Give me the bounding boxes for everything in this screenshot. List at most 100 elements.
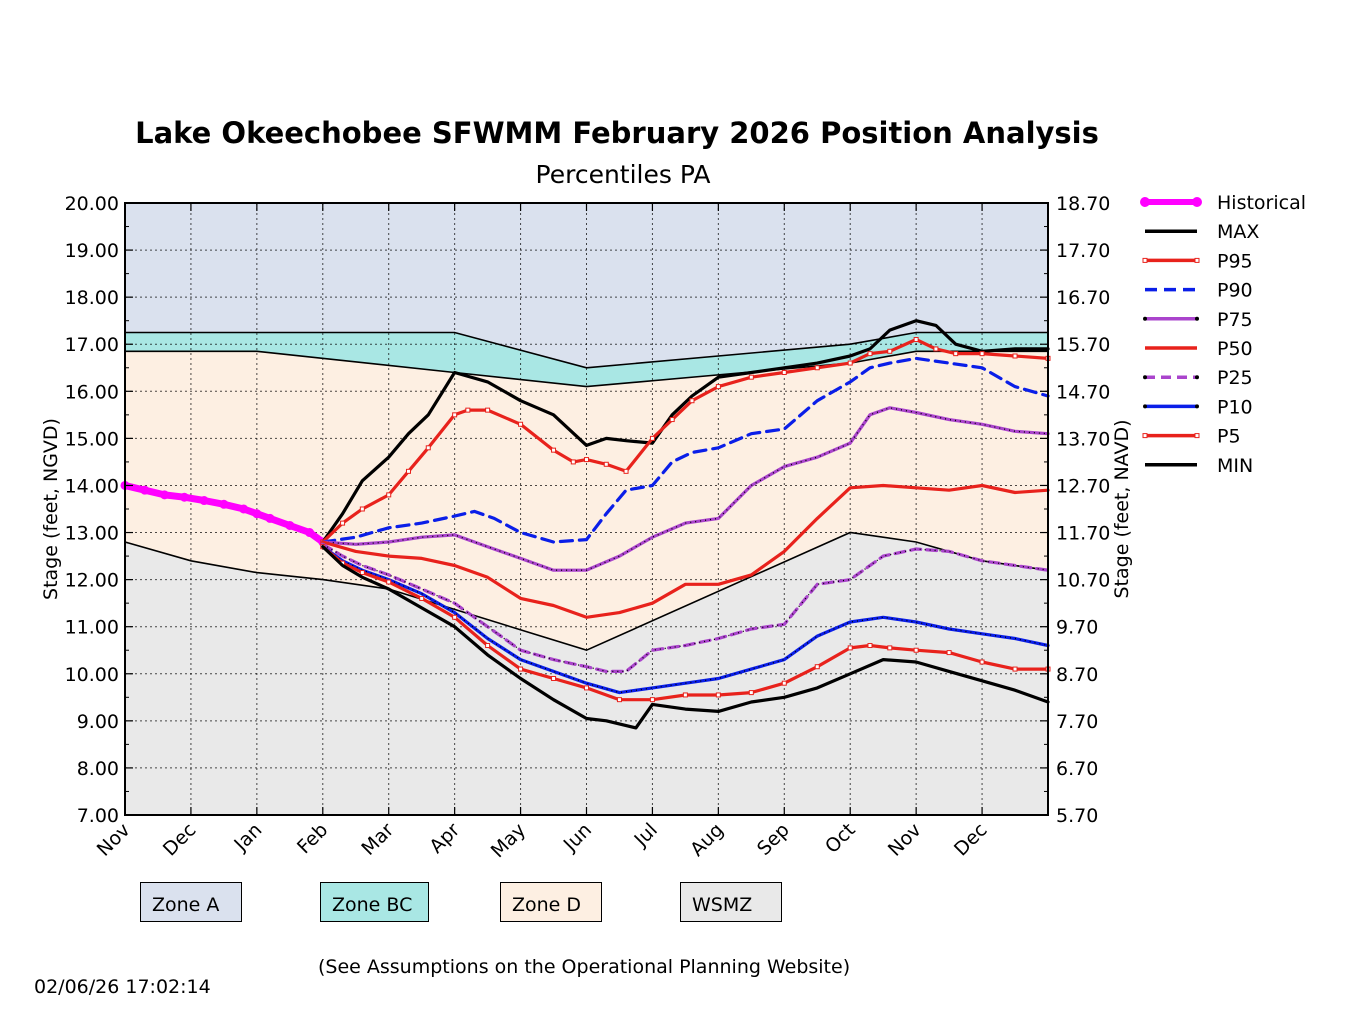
y-tick-label: 15.00 — [65, 428, 119, 450]
series-historical-point — [252, 509, 262, 519]
y-tick-label-right: 12.70 — [1056, 475, 1110, 497]
zone-d-swatch: Zone D — [500, 882, 602, 922]
series-p95-point — [649, 435, 655, 441]
series-p5-point — [682, 692, 688, 698]
legend-marker — [1140, 197, 1150, 207]
series-historical-point — [285, 520, 295, 530]
series-p95-point — [485, 407, 491, 413]
series-historical-point — [265, 513, 275, 523]
series-p25 — [321, 542, 1050, 674]
legend-item-max: MAX — [1145, 221, 1259, 243]
series-p95-point — [386, 492, 392, 498]
series-p95-point — [359, 506, 365, 512]
series-p95-point — [748, 374, 754, 380]
series-p5-point — [748, 690, 754, 696]
series-p25-line — [321, 542, 1050, 674]
series-lines — [120, 319, 1051, 730]
series-p5-point — [781, 680, 787, 686]
series-p5 — [320, 544, 1051, 703]
series-p50-line — [321, 483, 1050, 619]
y-tick-label-right: 13.70 — [1056, 428, 1110, 450]
series-historical-point — [219, 499, 229, 509]
y-tick-label-right: 15.70 — [1056, 334, 1110, 356]
series-p95-point — [603, 461, 609, 467]
legend-label: P50 — [1217, 338, 1253, 360]
series-p5-point — [551, 675, 557, 681]
series-p5-point — [847, 645, 853, 651]
legend-marker — [1142, 433, 1148, 439]
y-axis-label-right: Stage (feet, NAVD) — [1111, 420, 1133, 599]
x-tick-label: Sep — [753, 819, 794, 860]
series-p5-point — [913, 647, 919, 653]
legend-item-p90: P90 — [1145, 280, 1253, 302]
series-p95-point — [689, 398, 695, 404]
series-p10 — [321, 545, 1050, 695]
legend-label: MIN — [1217, 455, 1253, 477]
series-p90 — [321, 356, 1050, 544]
series-p5-point — [649, 697, 655, 703]
legend-label: P75 — [1217, 309, 1253, 331]
legend-label: P90 — [1217, 280, 1253, 302]
y-tick-label: 14.00 — [65, 475, 119, 497]
y-tick-label: 8.00 — [77, 758, 119, 780]
grid-lines — [125, 203, 1048, 815]
y-tick-label: 12.00 — [65, 570, 119, 592]
legend-item-p50: P50 — [1145, 338, 1253, 360]
series-p95-point — [867, 351, 873, 357]
zone-bc-swatch: Zone BC — [320, 882, 429, 922]
series-p10-dots — [322, 546, 1049, 694]
y-tick-label: 10.00 — [65, 664, 119, 686]
series-p95-point — [425, 445, 431, 451]
legend-marker — [1195, 316, 1199, 321]
series-p95-point — [913, 337, 919, 343]
legend-label: Historical — [1217, 192, 1306, 214]
series-p5-point — [887, 645, 893, 651]
y-tick-label: 20.00 — [65, 193, 119, 215]
series-p90-line — [321, 356, 1050, 544]
series-p5-point — [359, 570, 365, 576]
y-tick-label: 13.00 — [65, 523, 119, 545]
timestamp: 02/06/26 17:02:14 — [34, 976, 211, 998]
series-p5-point — [584, 685, 589, 691]
series-historical-point — [305, 528, 315, 538]
x-tick-label: Mar — [357, 819, 398, 860]
y-tick-label-right: 7.70 — [1056, 711, 1098, 733]
legend-marker — [1143, 404, 1147, 409]
wsmz-swatch: WSMZ — [680, 882, 782, 922]
x-tick-label: Feb — [293, 819, 332, 858]
series-p5-point — [1012, 666, 1018, 672]
series-p5-point — [386, 579, 392, 585]
y-tick-label-right: 8.70 — [1056, 664, 1098, 686]
series-p95-point — [570, 459, 576, 465]
series-p5-point — [867, 643, 873, 649]
y-tick-label: 9.00 — [77, 711, 119, 733]
y-tick-label: 19.00 — [65, 240, 119, 262]
x-tick-label: Jun — [559, 819, 596, 856]
series-p95-point — [847, 360, 853, 366]
y-tick-label-right: 14.70 — [1056, 381, 1110, 403]
legend-item-p5: P5 — [1142, 426, 1241, 448]
legend-item-p95: P95 — [1142, 250, 1253, 272]
legend-marker — [1143, 316, 1147, 321]
legend-marker — [1142, 257, 1148, 263]
series-historical — [120, 480, 328, 547]
chart-subtitle: Percentiles PA — [536, 160, 711, 189]
legend-label: P25 — [1217, 367, 1253, 389]
x-tick-label: Dec — [950, 819, 992, 861]
legend-marker — [1195, 404, 1199, 409]
series-p95-point — [340, 520, 346, 526]
y-tick-label: 16.00 — [65, 381, 119, 403]
y-tick-label: 11.00 — [65, 617, 119, 639]
legend-marker — [1143, 375, 1147, 380]
series-p95-point — [551, 447, 557, 453]
series-p5-point — [946, 650, 952, 656]
series-min — [321, 545, 1050, 730]
series-p5-point — [518, 666, 524, 672]
series-p95-point — [669, 417, 675, 423]
y-tick-label-right: 16.70 — [1056, 287, 1110, 309]
legend-label: MAX — [1217, 221, 1259, 243]
series-p50 — [321, 483, 1050, 619]
x-tick-label: Apr — [425, 819, 464, 858]
assumptions-note: (See Assumptions on the Operational Plan… — [318, 956, 851, 978]
